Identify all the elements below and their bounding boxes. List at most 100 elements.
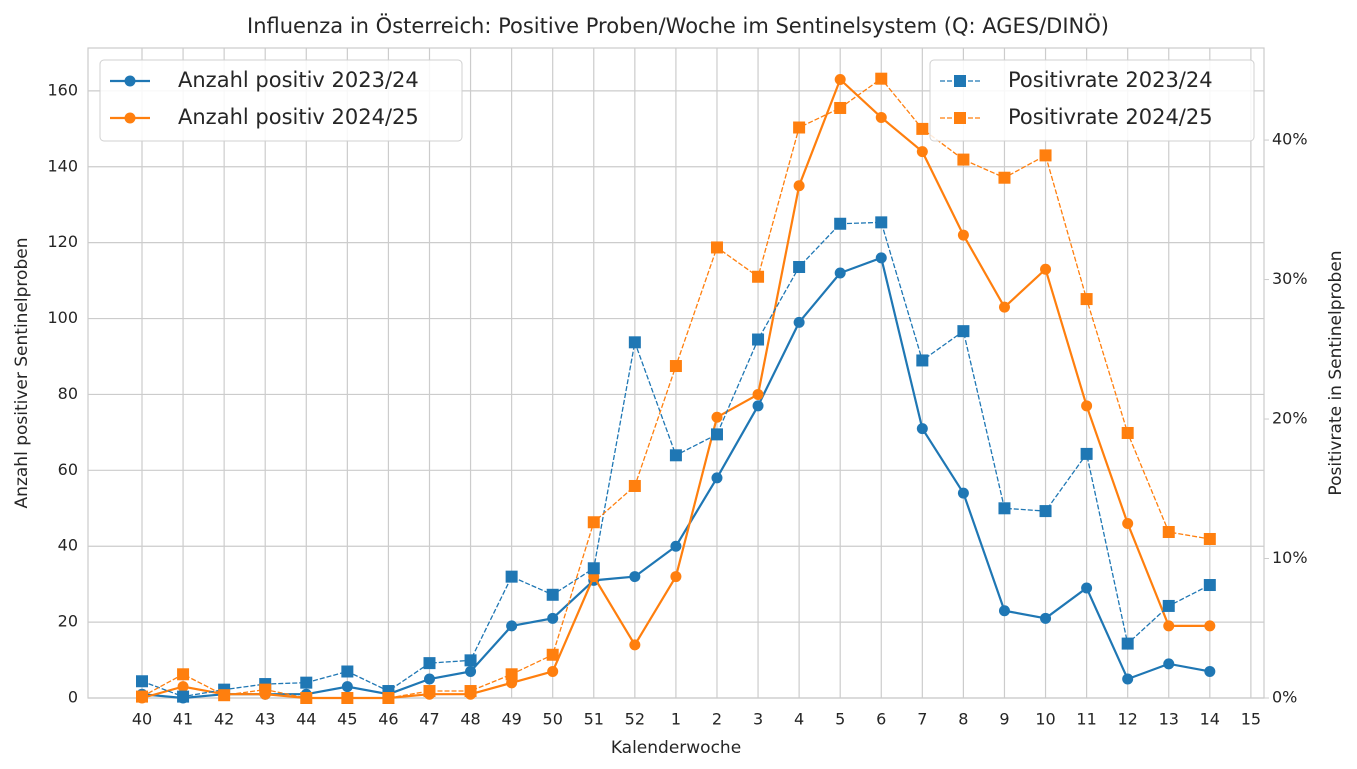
data-point <box>752 270 765 283</box>
plot-frame <box>87 47 1265 699</box>
x-tick-label: 13 <box>1159 710 1179 729</box>
data-point <box>423 685 436 698</box>
data-point <box>793 180 805 192</box>
y2-tick-label: 20% <box>1272 409 1308 428</box>
data-point <box>875 111 887 123</box>
data-point <box>629 639 641 651</box>
data-point <box>834 101 847 114</box>
data-point <box>1121 426 1134 439</box>
x-tick-label: 1 <box>671 710 681 729</box>
y-tick-label: 100 <box>47 308 78 327</box>
y2-axis-label: Positivrate in Sentinelproben <box>1326 250 1346 495</box>
x-tick-label: 44 <box>296 710 316 729</box>
data-point <box>1040 612 1052 624</box>
x-tick-label: 43 <box>255 710 275 729</box>
x-tick-label: 3 <box>753 710 763 729</box>
data-point <box>177 668 190 681</box>
y-tick-label: 80 <box>58 384 78 403</box>
data-point <box>423 657 436 670</box>
data-point <box>752 333 765 346</box>
x-tick-label: 6 <box>876 710 886 729</box>
data-point <box>218 689 231 702</box>
data-point <box>711 411 723 423</box>
data-point <box>547 612 559 624</box>
data-point <box>300 692 313 704</box>
x-tick-label: 7 <box>917 710 927 729</box>
data-point <box>546 648 559 661</box>
y-tick-label: 140 <box>47 156 78 175</box>
legend-marker <box>954 112 966 124</box>
x-tick-label: 48 <box>460 710 480 729</box>
data-point <box>505 668 518 681</box>
legend-label: Positivrate 2024/25 <box>1008 105 1213 129</box>
data-point <box>341 665 354 678</box>
data-point <box>998 301 1010 313</box>
data-point <box>998 502 1011 515</box>
data-point <box>998 605 1010 617</box>
data-point <box>752 388 764 400</box>
x-tick-label: 2 <box>712 710 722 729</box>
data-point <box>669 449 682 462</box>
data-point <box>1122 517 1134 529</box>
data-point <box>1204 620 1216 632</box>
x-tick-label: 40 <box>132 710 152 729</box>
data-point <box>916 423 928 435</box>
legend-label: Anzahl positiv 2024/25 <box>178 105 419 129</box>
data-point <box>752 400 764 412</box>
data-point <box>1039 149 1052 162</box>
data-point <box>587 562 600 575</box>
data-point <box>382 692 395 704</box>
data-point <box>957 229 969 241</box>
data-point <box>465 665 477 677</box>
x-axis-label: Kalenderwoche <box>611 738 741 758</box>
data-point <box>547 665 559 677</box>
data-point <box>464 654 477 667</box>
data-point <box>259 683 272 696</box>
data-point <box>875 72 888 85</box>
data-point <box>177 690 190 703</box>
x-tick-label: 10 <box>1035 710 1055 729</box>
x-tick-label: 46 <box>378 710 398 729</box>
data-point <box>875 252 887 264</box>
x-tick-label: 49 <box>501 710 521 729</box>
legend-label: Positivrate 2023/24 <box>1008 68 1213 92</box>
data-point <box>341 692 354 704</box>
data-point <box>1203 532 1216 545</box>
x-tick-label: 9 <box>999 710 1009 729</box>
data-point <box>916 122 929 135</box>
y-tick-label: 40 <box>58 536 78 555</box>
data-point <box>670 571 682 583</box>
data-point <box>1080 293 1093 306</box>
y-tick-label: 20 <box>58 612 78 631</box>
y-tick-label: 120 <box>47 232 78 251</box>
data-point <box>998 171 1011 184</box>
legend <box>929 59 1255 142</box>
data-point <box>670 540 682 552</box>
data-point <box>546 588 559 601</box>
x-tick-label: 41 <box>173 710 193 729</box>
legend-marker <box>124 75 136 87</box>
chart-title: Influenza in Österreich: Positive Proben… <box>247 13 1109 38</box>
data-point <box>916 146 928 158</box>
data-point <box>629 571 641 583</box>
y-tick-label: 0 <box>68 688 78 707</box>
data-point <box>505 570 518 583</box>
x-tick-label: 15 <box>1241 710 1261 729</box>
data-point <box>1040 263 1052 275</box>
data-point <box>136 690 148 703</box>
data-point <box>628 479 641 492</box>
legend <box>99 59 463 142</box>
legend-marker <box>124 112 136 124</box>
y-axis-label: Anzahl positiver Sentinelproben <box>12 238 32 509</box>
x-tick-label: 4 <box>794 710 804 729</box>
data-point <box>423 673 435 685</box>
data-point <box>1162 599 1175 612</box>
y2-tick-label: 30% <box>1272 269 1308 288</box>
data-point <box>1162 526 1175 539</box>
data-point <box>136 675 148 688</box>
x-tick-label: 14 <box>1200 710 1220 729</box>
data-point <box>1039 505 1052 518</box>
y-tick-label: 60 <box>58 460 78 479</box>
data-point <box>711 472 723 484</box>
